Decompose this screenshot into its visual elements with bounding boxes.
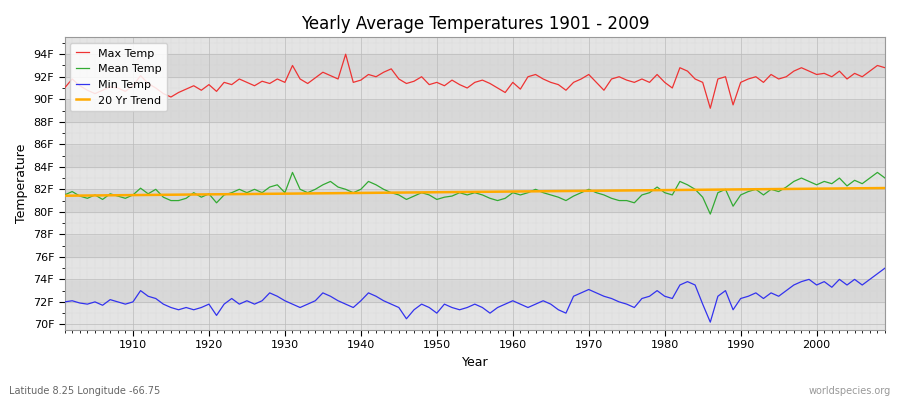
Mean Temp	[294, 187, 305, 192]
Bar	[65, 257, 885, 279]
Mean Temp	[287, 170, 298, 175]
Bar	[65, 99, 885, 122]
Max Temp	[333, 76, 344, 81]
Bar	[65, 77, 885, 99]
Min Temp	[333, 298, 344, 303]
Max Temp	[606, 76, 616, 81]
Bar	[65, 122, 885, 144]
Max Temp	[705, 106, 716, 111]
X-axis label: Year: Year	[462, 356, 488, 369]
Mean Temp	[705, 212, 716, 216]
Bar	[65, 212, 885, 234]
Line: Mean Temp: Mean Temp	[65, 172, 885, 214]
20 Yr Trend	[120, 193, 130, 198]
Max Temp	[287, 63, 298, 68]
Mean Temp	[606, 196, 616, 201]
20 Yr Trend	[333, 191, 344, 196]
Line: 20 Yr Trend: 20 Yr Trend	[65, 188, 885, 196]
Bar	[65, 279, 885, 302]
20 Yr Trend	[500, 189, 510, 194]
Max Temp	[340, 52, 351, 57]
Min Temp	[287, 302, 298, 306]
20 Yr Trend	[598, 188, 609, 193]
Max Temp	[508, 80, 518, 85]
Line: Min Temp: Min Temp	[65, 268, 885, 322]
Max Temp	[59, 86, 70, 90]
20 Yr Trend	[879, 186, 890, 190]
Line: Max Temp: Max Temp	[65, 54, 885, 108]
Min Temp	[59, 300, 70, 304]
20 Yr Trend	[59, 193, 70, 198]
Text: Latitude 8.25 Longitude -66.75: Latitude 8.25 Longitude -66.75	[9, 386, 160, 396]
Y-axis label: Temperature: Temperature	[15, 144, 28, 223]
Bar	[65, 144, 885, 167]
Min Temp	[879, 266, 890, 270]
20 Yr Trend	[287, 191, 298, 196]
Legend: Max Temp, Mean Temp, Min Temp, 20 Yr Trend: Max Temp, Mean Temp, Min Temp, 20 Yr Tre…	[70, 43, 167, 111]
Bar	[65, 167, 885, 189]
20 Yr Trend	[508, 189, 518, 194]
Bar	[65, 302, 885, 324]
Bar	[65, 54, 885, 77]
Mean Temp	[508, 190, 518, 195]
Max Temp	[879, 65, 890, 70]
Min Temp	[500, 302, 510, 306]
Min Temp	[705, 320, 716, 324]
Title: Yearly Average Temperatures 1901 - 2009: Yearly Average Temperatures 1901 - 2009	[301, 15, 649, 33]
Bar	[65, 189, 885, 212]
Bar	[65, 234, 885, 257]
Mean Temp	[879, 176, 890, 180]
Min Temp	[598, 294, 609, 299]
Max Temp	[515, 87, 526, 92]
Text: worldspecies.org: worldspecies.org	[809, 386, 891, 396]
Mean Temp	[59, 192, 70, 197]
Mean Temp	[120, 196, 130, 201]
Max Temp	[120, 89, 130, 94]
Mean Temp	[515, 192, 526, 197]
Min Temp	[120, 302, 130, 306]
Mean Temp	[340, 187, 351, 192]
Min Temp	[508, 298, 518, 303]
